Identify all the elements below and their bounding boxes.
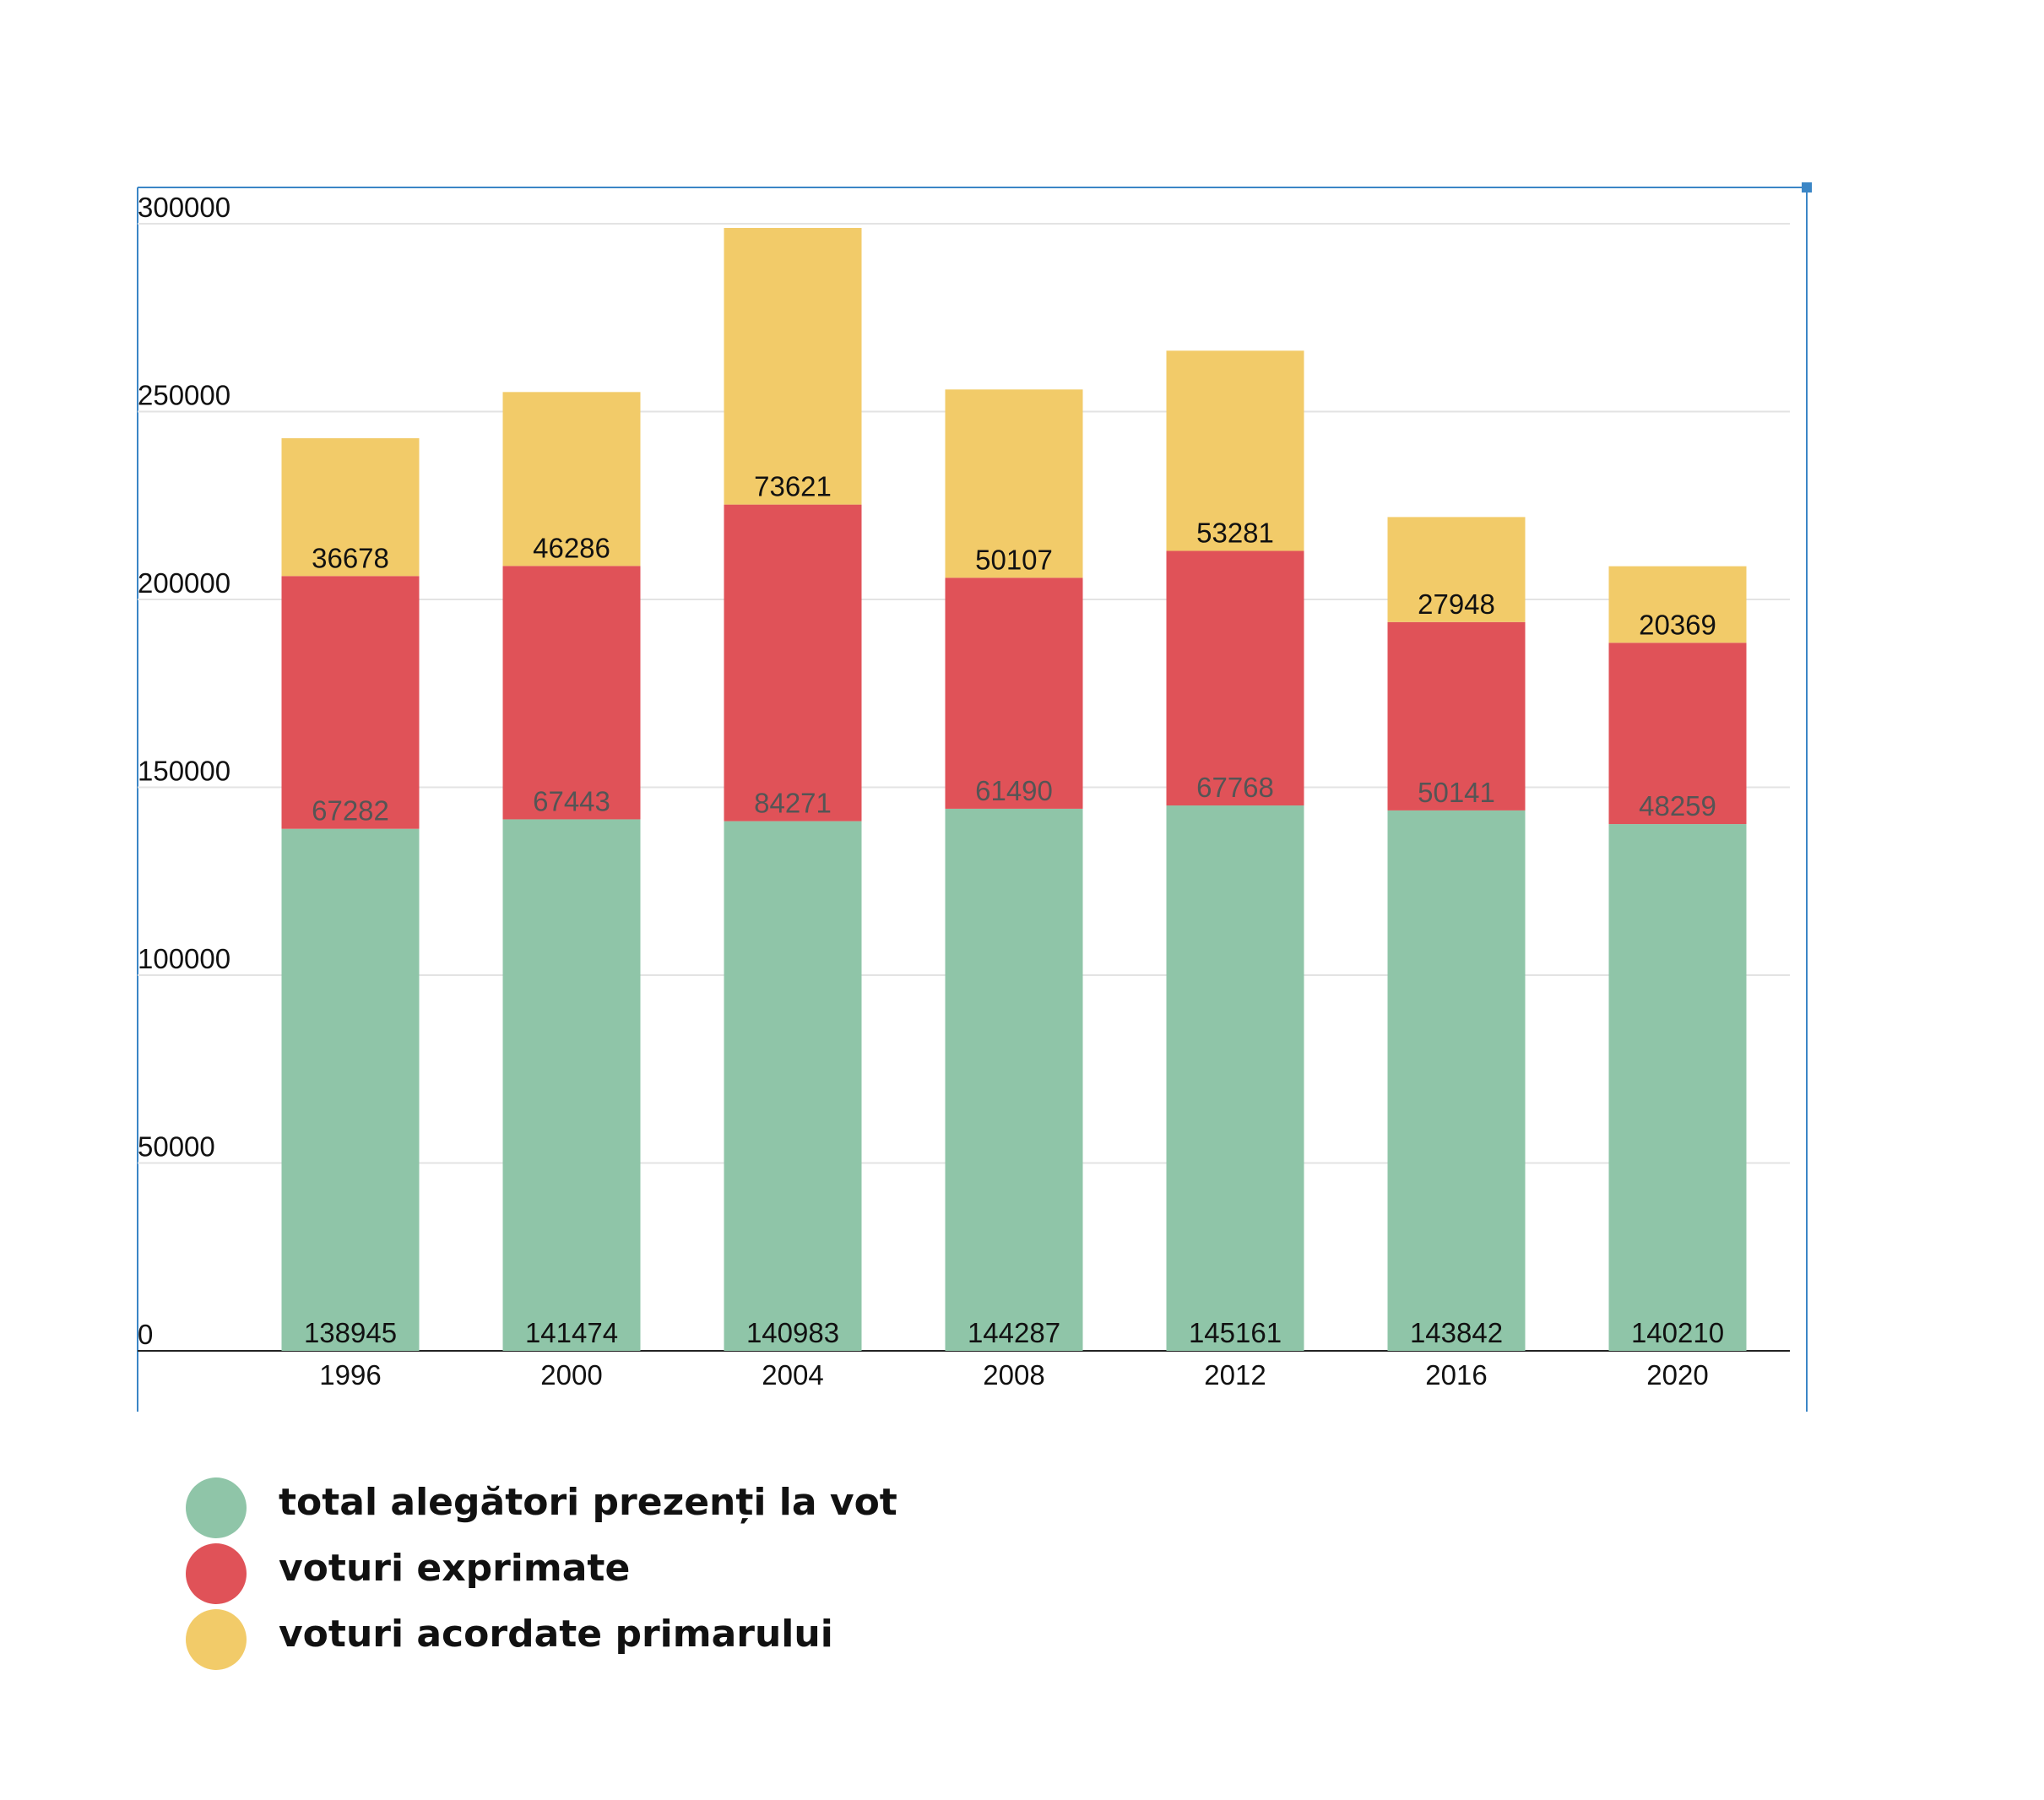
data-label: 67282 [312,795,389,827]
bar-segment [502,819,641,1351]
x-tick-label: 2020 [1646,1359,1708,1391]
data-label: 84271 [754,788,832,819]
y-tick-label: 0 [138,1319,153,1350]
data-label: 50141 [1418,777,1495,808]
x-tick-label: 2004 [762,1359,823,1391]
bar-segment [1166,550,1304,806]
bar-segment [945,577,1083,809]
bar-segment [945,389,1083,578]
data-label: 140210 [1631,1317,1724,1348]
bar-segment [724,821,862,1351]
bar-segment [281,438,420,577]
bar-segment [724,504,862,821]
data-label: 53281 [1196,517,1274,548]
bar-segment [1608,566,1747,643]
data-label: 27948 [1418,588,1495,620]
bar-segment [945,808,1083,1351]
bar-segment [1387,621,1526,811]
bar-segment [1608,642,1747,825]
y-tick-label: 300000 [138,192,230,223]
frame-handle [1802,182,1812,192]
bar-segment [724,228,862,505]
y-tick-label: 50000 [138,1131,215,1163]
bar-segment [1166,350,1304,551]
legend-label-voturi-exprimate: voturi exprimate [279,1547,631,1590]
data-label: 144287 [968,1317,1060,1348]
data-label: 67768 [1196,772,1274,803]
data-label: 36678 [312,542,389,573]
bar-segment [1166,805,1304,1351]
data-label: 143842 [1410,1317,1503,1348]
bar-segment [1608,824,1747,1351]
y-tick-label: 200000 [138,567,230,599]
data-label: 67443 [533,785,610,816]
y-tick-label: 150000 [138,756,230,787]
x-tick-label: 2008 [983,1359,1044,1391]
bar-segment [1387,517,1526,622]
bar-segment [281,576,420,829]
data-label: 48259 [1639,790,1716,821]
data-label: 138945 [304,1317,397,1348]
x-tick-label: 1996 [319,1359,381,1391]
legend-swatch-total-alegatori [186,1477,247,1538]
x-tick-label: 2000 [540,1359,602,1391]
data-label: 73621 [754,471,832,502]
x-tick-label: 2016 [1425,1359,1487,1391]
bar-segment [502,566,641,820]
legend-swatch-voturi-exprimate [186,1543,247,1604]
data-label: 145161 [1189,1317,1282,1348]
bar-segment [1387,810,1526,1351]
data-label: 141474 [525,1317,618,1348]
legend-label-total-alegatori: total alegători prezenți la vot [279,1481,897,1524]
data-label: 140983 [746,1317,839,1348]
legend-label-voturi-primar: voturi acordate primarului [279,1613,833,1656]
data-label: 46286 [533,532,610,563]
data-label: 50107 [975,544,1053,575]
data-label: 20369 [1639,609,1716,640]
bar-segment [281,828,420,1351]
y-tick-label: 100000 [138,943,230,974]
y-tick-label: 250000 [138,380,230,411]
data-label: 61490 [975,775,1053,806]
x-tick-label: 2012 [1204,1359,1266,1391]
legend-swatch-voturi-primar [186,1609,247,1670]
bar-segment [502,392,641,567]
